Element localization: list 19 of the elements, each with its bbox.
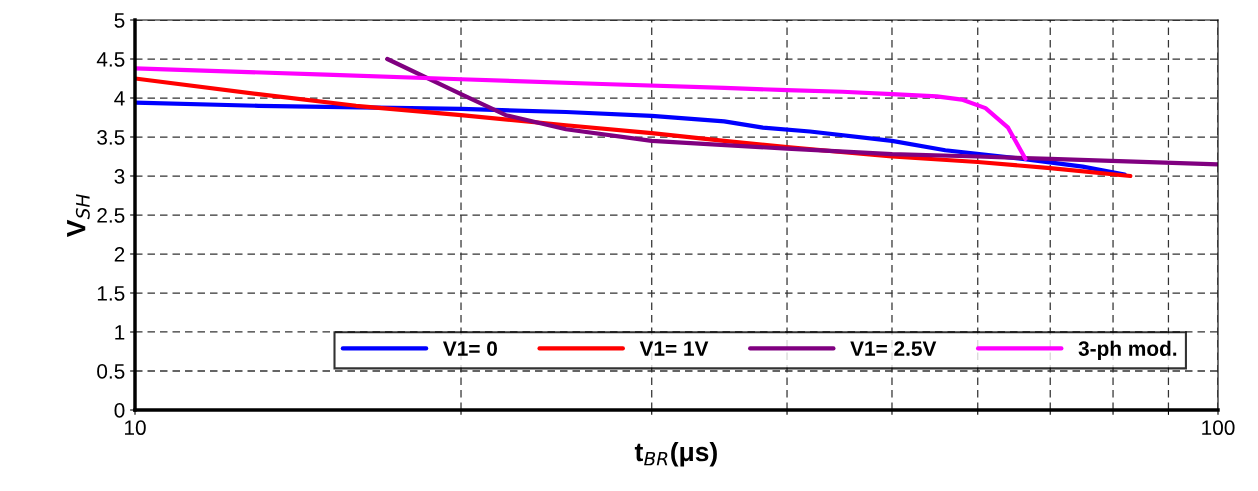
y-tick-label: 1 (115, 325, 125, 340)
legend-label: V1= 0 (442, 341, 497, 356)
legend-label: V1= 2.5V (850, 341, 937, 356)
y-tick-label: 2 (114, 247, 125, 262)
y-tick-label: 5 (114, 13, 125, 28)
y-axis-title: V$_{SH}$ (67, 194, 90, 237)
legend-label: 3-ph mod. (1078, 340, 1177, 361)
x-tick-label: 10 (125, 420, 146, 436)
y-tick-label: 0 (114, 403, 125, 418)
y-tick-label: 4.5 (96, 52, 125, 67)
y-tick-label: 2.5 (97, 208, 125, 223)
y-tick-label: 3.5 (97, 130, 125, 145)
y-tick-label: 4 (114, 91, 125, 106)
x-axis-title: t$_{BR}$(μs) (634, 441, 717, 467)
y-tick-label: 0.5 (97, 364, 125, 379)
legend-label: V1= 1V (639, 341, 709, 356)
y-tick-label: 3 (114, 169, 125, 184)
x-tick-label: 100 (1202, 420, 1235, 436)
y-tick-label: 1.5 (97, 286, 125, 301)
